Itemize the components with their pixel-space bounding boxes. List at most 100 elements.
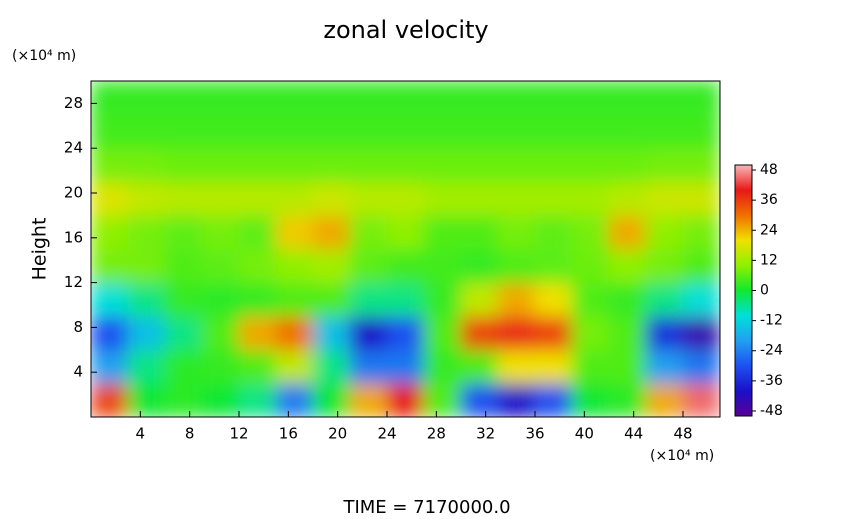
heat-cell [238, 214, 277, 250]
y-unit: (×10⁴ m) [12, 48, 76, 64]
heat-cell [571, 282, 610, 317]
heat-cell [127, 81, 166, 116]
heat-cell [534, 214, 573, 250]
heat-cell [645, 214, 684, 250]
heat-cell [608, 214, 647, 250]
heat-cell [682, 315, 720, 351]
heat-cell [201, 214, 240, 250]
heat-cell [608, 114, 647, 149]
heat-cell [349, 248, 388, 284]
heat-cell [423, 382, 462, 417]
heat-cell [645, 282, 684, 317]
colorbar-tick-label: 36 [760, 192, 778, 208]
heat-cell [460, 248, 499, 284]
heat-cell [127, 282, 166, 317]
heat-cell [164, 81, 203, 116]
heat-cell [238, 181, 277, 216]
heat-cell [201, 282, 240, 317]
heat-cell [423, 349, 462, 384]
heat-cell [608, 382, 647, 417]
y-tick-label: 8 [73, 318, 83, 336]
heat-cell [386, 181, 425, 216]
heat-cell [423, 81, 462, 116]
heat-cell [497, 315, 536, 351]
heat-cell [497, 214, 536, 250]
heat-cell [497, 349, 536, 384]
heat-cell [91, 349, 129, 384]
heat-cell [608, 349, 647, 384]
heat-cell [312, 248, 351, 284]
heat-cell [275, 114, 314, 149]
heat-cell [497, 248, 536, 284]
heat-cell [608, 181, 647, 216]
heat-cell [534, 315, 573, 351]
heat-cell [312, 114, 351, 149]
x-tick-label: 28 [427, 425, 446, 443]
heat-cell [645, 248, 684, 284]
heat-cell [571, 81, 610, 116]
chart-title: zonal velocity [323, 16, 488, 44]
heat-cell [164, 181, 203, 216]
heat-cell [312, 181, 351, 216]
heat-cell [127, 214, 166, 250]
heat-cell [349, 114, 388, 149]
heat-cell [682, 147, 720, 183]
heat-cell [238, 248, 277, 284]
heat-cell [164, 282, 203, 317]
heat-cell [201, 315, 240, 351]
heat-cell [386, 214, 425, 250]
heat-cell [682, 81, 720, 116]
heat-cell [312, 81, 351, 116]
heat-cell [386, 248, 425, 284]
heat-cell [275, 282, 314, 317]
heat-cell [460, 214, 499, 250]
x-tick-label: 16 [279, 425, 298, 443]
heat-cell [275, 382, 314, 417]
y-axis-label: Height [29, 218, 51, 281]
heat-cell [201, 114, 240, 149]
heat-cell [275, 181, 314, 216]
heat-cell [386, 147, 425, 183]
heat-cell [682, 282, 720, 317]
heat-cell [164, 147, 203, 183]
x-unit: (×10⁴ m) [650, 448, 714, 464]
heat-cell [201, 181, 240, 216]
heat-cell [349, 382, 388, 417]
x-tick-label: 24 [377, 425, 396, 443]
heat-cell [275, 214, 314, 250]
heat-cell [91, 382, 129, 417]
heat-cell [312, 315, 351, 351]
heat-cell [91, 315, 129, 351]
y-tick-label: 4 [73, 363, 83, 381]
heat-cell [127, 248, 166, 284]
heat-cell [238, 81, 277, 116]
heat-cell [608, 147, 647, 183]
field-smooth [91, 81, 720, 417]
heat-cell [608, 282, 647, 317]
heat-cell [91, 147, 129, 183]
heat-cell [608, 315, 647, 351]
x-tick-label: 32 [476, 425, 495, 443]
heat-cell [349, 349, 388, 384]
heat-cell [312, 282, 351, 317]
heat-cell [201, 382, 240, 417]
x-tick-label: 8 [185, 425, 195, 443]
heat-cell [571, 147, 610, 183]
heat-cell [645, 114, 684, 149]
heat-cell [423, 147, 462, 183]
y-tick-label: 20 [64, 184, 83, 202]
field [91, 81, 720, 417]
heat-cell [127, 315, 166, 351]
heat-cell [460, 147, 499, 183]
heat-cell [497, 181, 536, 216]
colorbar-tick-label: -24 [760, 343, 783, 359]
heat-cell [238, 147, 277, 183]
heat-cell [164, 349, 203, 384]
heat-cell [349, 214, 388, 250]
heat-cell [460, 114, 499, 149]
heat-cell [571, 181, 610, 216]
heat-cell [201, 349, 240, 384]
heat-cell [645, 181, 684, 216]
colorbar-tick-label: 24 [760, 222, 778, 238]
heat-cell [534, 282, 573, 317]
